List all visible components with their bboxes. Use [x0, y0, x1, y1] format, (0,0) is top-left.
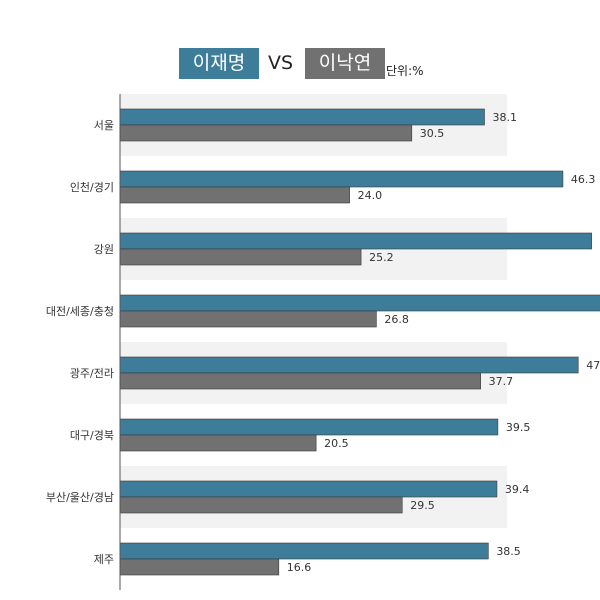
data-label: 39.5	[506, 421, 530, 434]
data-label: 38.1	[492, 111, 517, 124]
data-label: 39.4	[505, 483, 529, 496]
category-label: 서울	[94, 119, 114, 132]
bar-candidate-b	[119, 558, 280, 576]
bar-candidate-a	[119, 418, 499, 436]
bar-candidate-b	[119, 434, 317, 452]
data-label: 47.9	[586, 359, 600, 372]
data-label: 29.5	[410, 499, 435, 512]
category-label: 강원	[94, 243, 114, 256]
category-label: 대전/세종/충청	[46, 305, 114, 318]
category-label: 인천/경기	[70, 180, 114, 194]
chart-header: 이재명 VS 이낙연 단위:%	[0, 48, 600, 84]
bar-candidate-b	[119, 310, 377, 328]
data-label: 26.8	[384, 313, 409, 326]
legend-candidate-b: 이낙연	[305, 48, 385, 79]
data-label: 46.3	[571, 173, 596, 186]
bar-candidate-a	[119, 480, 498, 498]
category-label: 광주/전라	[70, 367, 114, 380]
bar-candidate-b	[119, 372, 481, 390]
category-label: 제주	[94, 553, 114, 566]
bar-candidate-b	[119, 496, 403, 514]
unit-label: 단위:%	[386, 64, 424, 78]
bar-candidate-a	[119, 294, 600, 312]
bar-candidate-a	[119, 356, 579, 374]
bar-candidate-a	[119, 232, 592, 250]
data-label: 24.0	[358, 189, 383, 202]
bar-candidate-b	[119, 248, 362, 266]
bar-candidate-a	[119, 108, 485, 126]
data-label: 20.5	[324, 437, 349, 450]
data-label: 38.5	[496, 545, 520, 558]
bar-candidate-a	[119, 170, 564, 188]
bar-candidate-b	[119, 186, 350, 204]
data-label: 25.2	[369, 251, 394, 264]
data-label: 37.7	[489, 375, 514, 388]
bar-candidate-a	[119, 542, 489, 560]
legend-candidate-a: 이재명	[179, 48, 259, 79]
data-label: 16.6	[287, 561, 312, 574]
category-label: 대구/경북	[70, 429, 114, 442]
vs-label: VS	[268, 52, 294, 74]
bar-candidate-b	[119, 124, 413, 142]
category-label: 부산/울산/경남	[46, 491, 114, 504]
data-label: 30.5	[420, 127, 445, 140]
